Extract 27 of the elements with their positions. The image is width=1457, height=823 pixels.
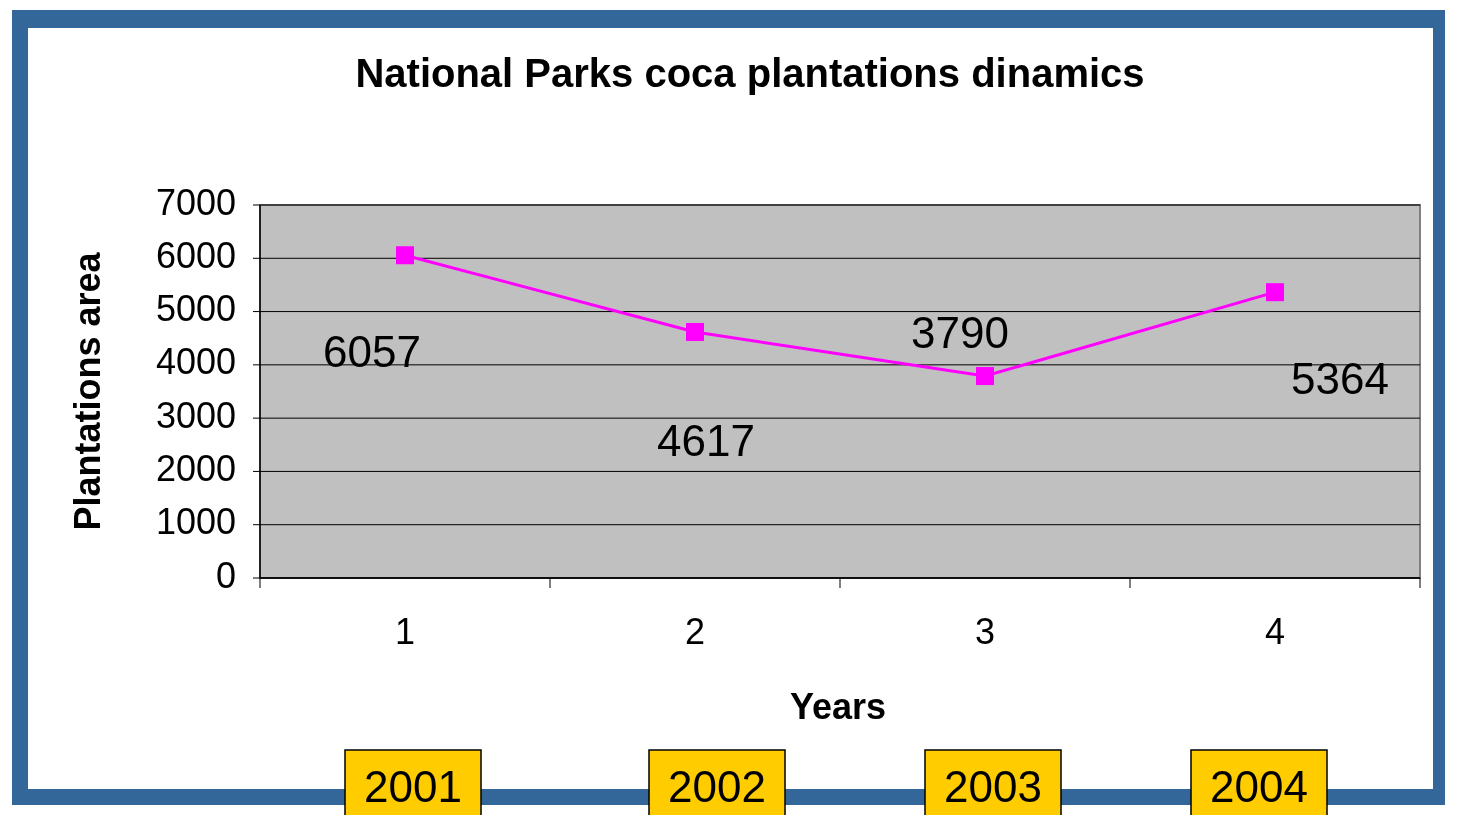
y-tick-label: 1000 [155, 501, 236, 543]
y-tick-label: 7000 [155, 181, 236, 223]
point [976, 367, 994, 386]
x-tick-label: 3 [974, 610, 996, 652]
y-tick-label: 4000 [155, 341, 236, 383]
text: 2004 [1210, 761, 1308, 811]
y-tick-label: 0 [215, 554, 236, 596]
text: 2003 [944, 761, 1042, 811]
data-label: 4617 [657, 415, 755, 465]
data-label: 6057 [323, 326, 421, 376]
y-tick-label: 3000 [155, 394, 236, 436]
x-axis-title: Years [789, 685, 887, 727]
point [1266, 283, 1284, 302]
text: 2001 [364, 761, 462, 811]
text: 2002 [668, 761, 766, 811]
data-label: 5364 [1291, 353, 1389, 403]
x-tick-label: 2 [684, 610, 706, 652]
y-tick-label: 5000 [155, 288, 236, 330]
y-tick-label: 2000 [155, 447, 236, 489]
x-tick-label: 1 [394, 610, 416, 652]
y-axis-title: Plantations area [66, 251, 108, 531]
x-tick-label: 4 [1264, 610, 1286, 652]
chart-title: National Parks coca plantations dinamics [355, 50, 1145, 95]
y-tick-label: 6000 [155, 234, 236, 276]
point [686, 322, 704, 341]
point [396, 246, 414, 265]
data-label: 3790 [911, 307, 1009, 357]
